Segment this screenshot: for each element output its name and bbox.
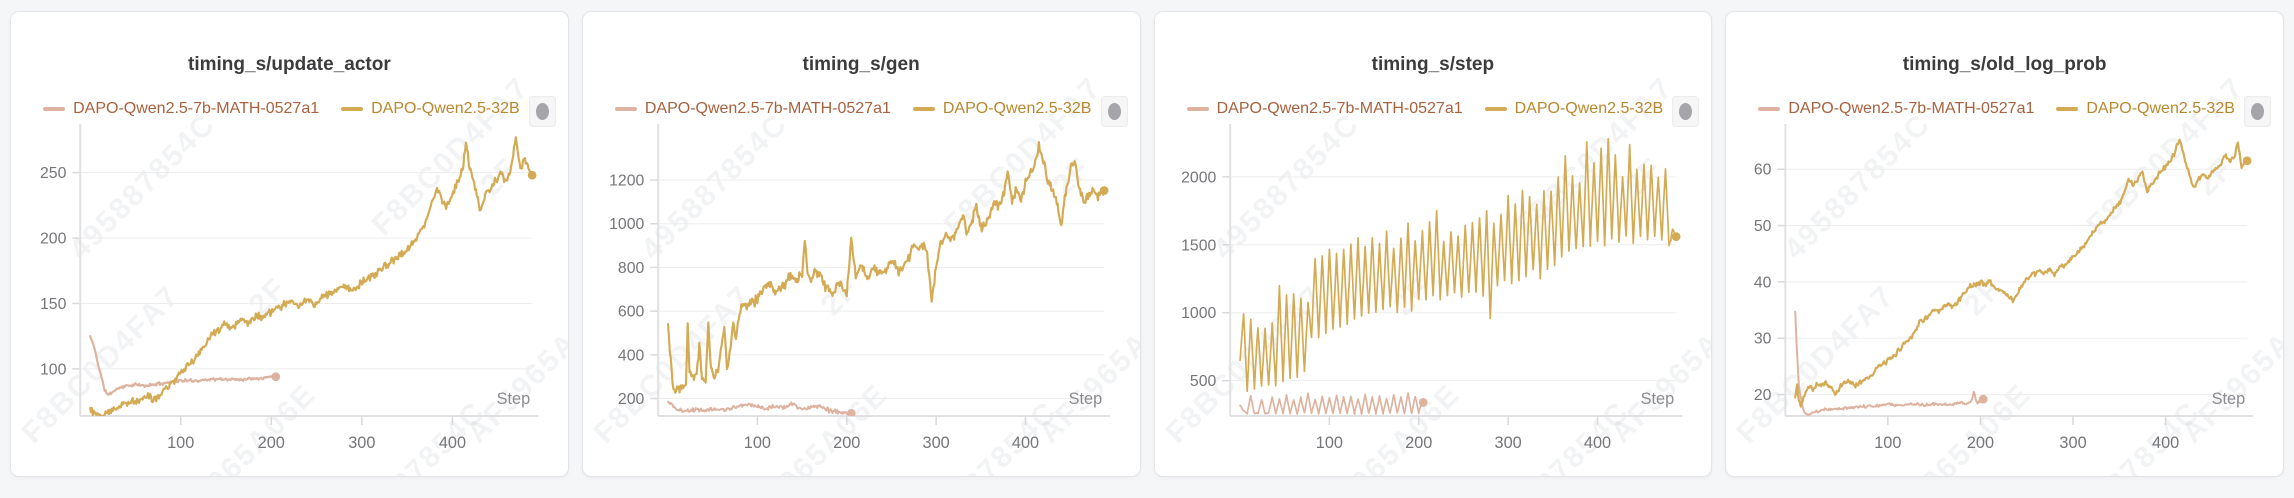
plot-area[interactable]: 20 30 40 50 60 100 200 300 400 Step xyxy=(1726,12,2283,476)
panel-row: F8BC0D4FA7 495887854C AF5965A06E 2F F8BC0D4F… xyxy=(10,11,2284,477)
svg-text:100: 100 xyxy=(1874,434,1901,452)
svg-text:200: 200 xyxy=(618,391,645,408)
legend-label-run2: DAPO-Qwen2.5-32B xyxy=(1514,100,1664,117)
svg-text:40: 40 xyxy=(1754,274,1772,291)
svg-text:30: 30 xyxy=(1754,331,1772,348)
legend-line-swatch-run1 xyxy=(614,107,637,111)
legend-item-run2[interactable]: DAPO-Qwen2.5-32B xyxy=(1484,100,1664,118)
svg-text:50: 50 xyxy=(1754,218,1772,235)
legend-line-swatch-run2 xyxy=(341,107,364,111)
svg-text:Step: Step xyxy=(1640,390,1674,408)
chart-title: timing_s/step xyxy=(1371,54,1495,75)
legend-item-run1[interactable]: DAPO-Qwen2.5-7b-MATH-0527a1 xyxy=(1186,100,1463,118)
legend-label-run2: DAPO-Qwen2.5-32B xyxy=(371,100,520,117)
legend-item-run1[interactable]: DAPO-Qwen2.5-7b-MATH-0527a1 xyxy=(43,100,319,118)
chart-title: timing_s/old_log_prob xyxy=(1902,54,2107,75)
legend-item-run1[interactable]: DAPO-Qwen2.5-7b-MATH-0527a1 xyxy=(614,100,891,118)
legend-line-swatch-run1 xyxy=(43,107,66,111)
svg-text:60: 60 xyxy=(1754,162,1772,179)
chart-panel-old-log-prob: F8BC0D4FA7 495887854C AF5965A06E 2F F8BC0D4F… xyxy=(1725,11,2284,477)
pin-oval-icon xyxy=(2251,103,2264,120)
svg-text:300: 300 xyxy=(922,434,949,452)
legend-line-swatch-run2 xyxy=(1484,107,1507,111)
svg-text:200: 200 xyxy=(833,434,860,452)
legend-line-swatch-run2 xyxy=(2056,107,2079,111)
run-selector-pin[interactable] xyxy=(2244,96,2271,127)
svg-text:100: 100 xyxy=(167,434,194,452)
svg-text:400: 400 xyxy=(1012,434,1039,452)
chart-title: timing_s/update_actor xyxy=(188,54,391,75)
svg-text:Step: Step xyxy=(497,390,531,408)
plot-area[interactable]: 100 150 200 250 100 200 300 400 Step xyxy=(11,12,568,476)
chart-title: timing_s/gen xyxy=(802,54,920,75)
svg-text:600: 600 xyxy=(618,304,645,321)
legend-line-swatch-run1 xyxy=(1186,107,1209,111)
legend-label-run1: DAPO-Qwen2.5-7b-MATH-0527a1 xyxy=(1788,100,2035,117)
svg-text:Step: Step xyxy=(1068,390,1102,408)
svg-text:300: 300 xyxy=(1494,434,1521,452)
svg-text:1500: 1500 xyxy=(1181,237,1216,254)
svg-text:400: 400 xyxy=(439,434,466,452)
legend-label-run1: DAPO-Qwen2.5-7b-MATH-0527a1 xyxy=(1216,100,1463,117)
legend-line-swatch-run2 xyxy=(912,107,935,111)
legend-item-run1[interactable]: DAPO-Qwen2.5-7b-MATH-0527a1 xyxy=(1758,100,2034,118)
svg-text:100: 100 xyxy=(40,361,67,378)
svg-text:800: 800 xyxy=(618,260,645,277)
svg-text:400: 400 xyxy=(618,347,645,364)
svg-text:2000: 2000 xyxy=(1181,169,1216,186)
legend-item-run2[interactable]: DAPO-Qwen2.5-32B xyxy=(2056,100,2235,118)
svg-text:250: 250 xyxy=(40,165,67,182)
svg-text:1200: 1200 xyxy=(609,172,644,189)
svg-text:150: 150 xyxy=(40,296,67,313)
chart-panel-update-actor: F8BC0D4FA7 495887854C AF5965A06E 2F F8BC0D4F… xyxy=(10,11,569,477)
svg-text:100: 100 xyxy=(744,434,771,452)
chart-legend: DAPO-Qwen2.5-7b-MATH-0527a1 DAPO-Qwen2.5… xyxy=(1185,100,1666,118)
svg-text:1000: 1000 xyxy=(1181,305,1216,322)
svg-text:100: 100 xyxy=(1315,434,1342,452)
run-selector-pin[interactable] xyxy=(1100,96,1128,127)
svg-text:200: 200 xyxy=(1405,434,1432,452)
chart-panel-gen: F8BC0D4FA7 495887854C AF5965A06E 2F F8BC0D4F… xyxy=(581,11,1141,477)
plot-area[interactable]: 500 1000 1500 2000 100 200 300 400 Step xyxy=(1155,12,1712,476)
legend-line-swatch-run1 xyxy=(1758,107,1781,111)
svg-text:400: 400 xyxy=(2152,434,2179,452)
run-selector-pin[interactable] xyxy=(528,96,556,127)
svg-text:300: 300 xyxy=(348,434,375,452)
pin-oval-icon xyxy=(1679,103,1693,120)
legend-label-run1: DAPO-Qwen2.5-7b-MATH-0527a1 xyxy=(644,100,891,117)
chart-legend: DAPO-Qwen2.5-7b-MATH-0527a1 DAPO-Qwen2.5… xyxy=(41,100,522,118)
chart-panel-step: F8BC0D4FA7 495887854C AF5965A06E 2F F8BC0D4F… xyxy=(1153,11,1713,477)
legend-label-run2: DAPO-Qwen2.5-32B xyxy=(2086,100,2235,117)
plot-area[interactable]: 200 400 600 800 1000 1200 100 200 300 400 Step xyxy=(583,12,1140,476)
legend-label-run2: DAPO-Qwen2.5-32B xyxy=(942,100,1092,117)
svg-text:200: 200 xyxy=(1967,434,1994,452)
svg-text:20: 20 xyxy=(1754,387,1772,404)
legend-label-run1: DAPO-Qwen2.5-7b-MATH-0527a1 xyxy=(73,100,320,117)
pin-oval-icon xyxy=(535,103,549,120)
svg-text:500: 500 xyxy=(1189,373,1216,390)
svg-text:400: 400 xyxy=(1583,434,1610,452)
legend-item-run2[interactable]: DAPO-Qwen2.5-32B xyxy=(341,100,520,118)
svg-text:300: 300 xyxy=(2060,434,2087,452)
svg-text:200: 200 xyxy=(258,434,285,452)
chart-legend: DAPO-Qwen2.5-7b-MATH-0527a1 DAPO-Qwen2.5… xyxy=(613,100,1094,118)
legend-item-run2[interactable]: DAPO-Qwen2.5-32B xyxy=(912,100,1092,118)
run-selector-pin[interactable] xyxy=(1672,96,1700,127)
svg-text:Step: Step xyxy=(2212,390,2246,408)
pin-oval-icon xyxy=(1107,103,1121,120)
svg-text:200: 200 xyxy=(40,230,67,247)
svg-text:1000: 1000 xyxy=(609,216,644,233)
chart-legend: DAPO-Qwen2.5-7b-MATH-0527a1 DAPO-Qwen2.5… xyxy=(1756,100,2237,118)
